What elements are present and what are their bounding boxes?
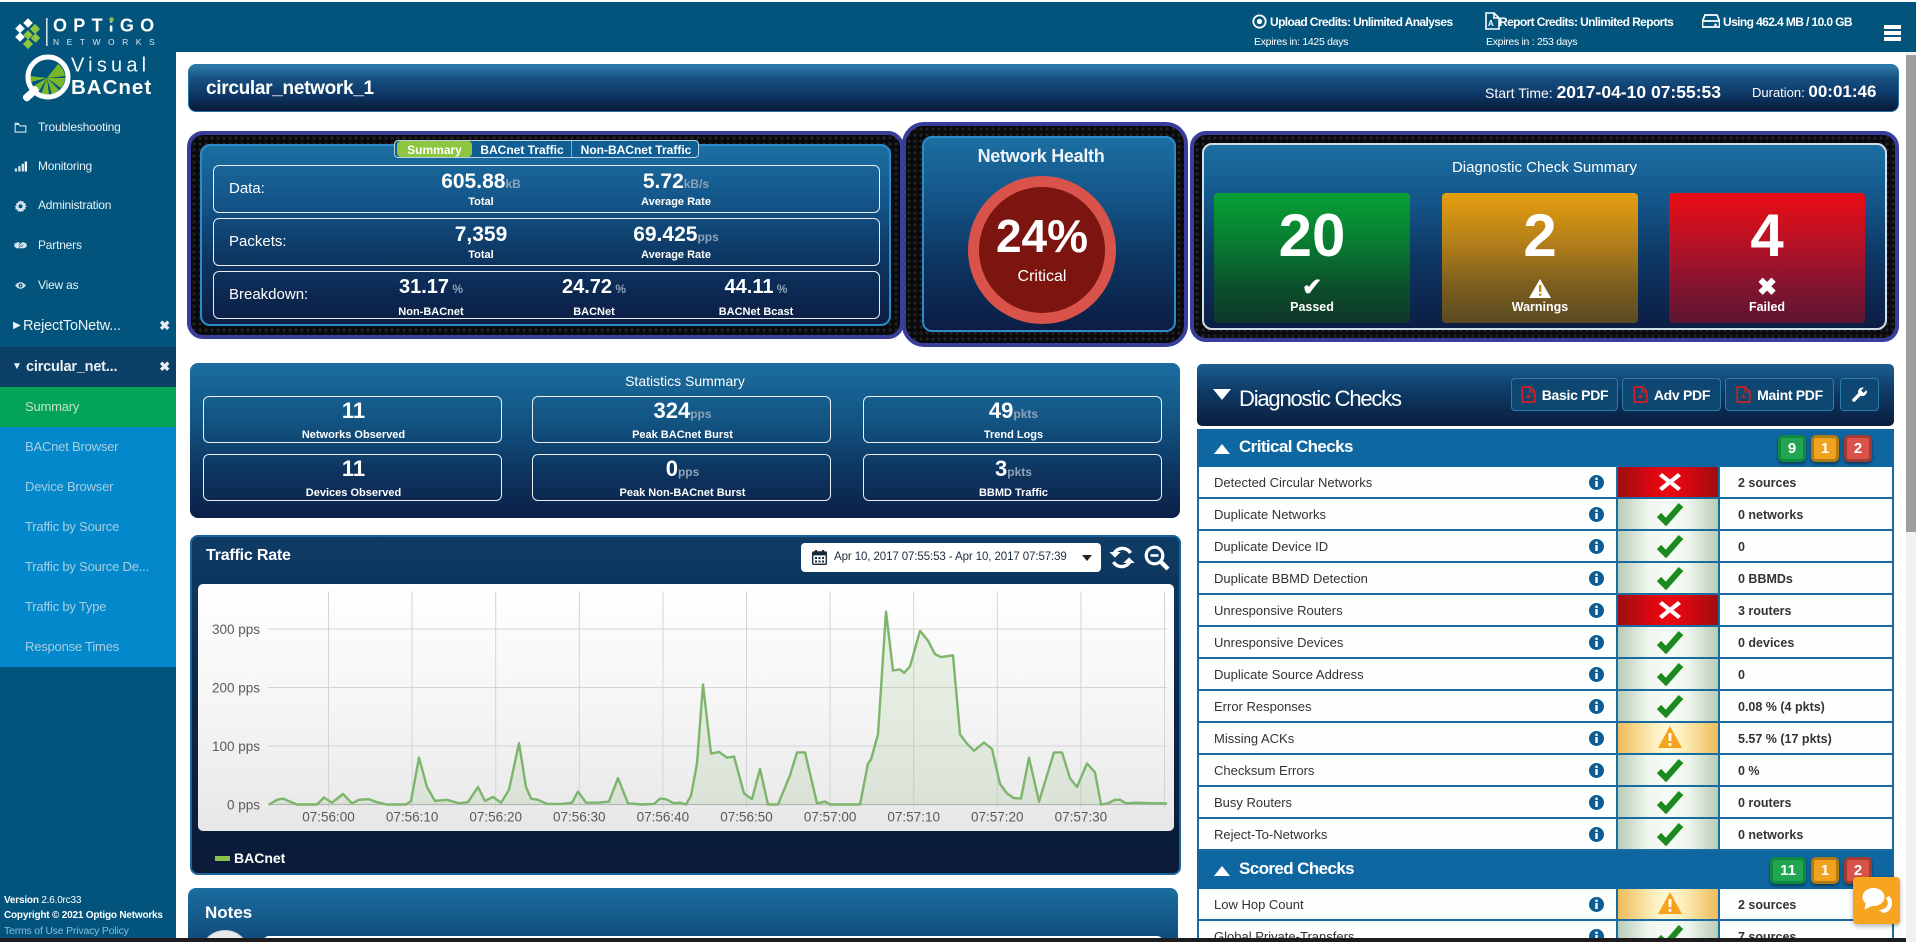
svg-text:100 pps: 100 pps [212, 739, 260, 754]
svg-text:0 pps: 0 pps [227, 798, 260, 813]
svg-text:07:56:00: 07:56:00 [302, 810, 355, 825]
svg-text:BACnet: BACnet [71, 76, 152, 99]
svg-text:NETWORKS: NETWORKS [53, 37, 162, 47]
svg-text:200 pps: 200 pps [212, 681, 260, 696]
svg-text:07:56:10: 07:56:10 [386, 810, 439, 825]
svg-text:Visual: Visual [71, 55, 150, 77]
svg-text:07:57:30: 07:57:30 [1055, 810, 1108, 825]
svg-text:300 pps: 300 pps [212, 622, 260, 637]
svg-text:07:56:20: 07:56:20 [469, 810, 522, 825]
svg-text:07:57:00: 07:57:00 [804, 810, 857, 825]
svg-text:A: A [1488, 19, 1494, 28]
svg-text:07:57:10: 07:57:10 [887, 810, 940, 825]
svg-text:07:56:30: 07:56:30 [553, 810, 606, 825]
svg-text:07:56:40: 07:56:40 [637, 810, 690, 825]
svg-text:07:57:20: 07:57:20 [971, 810, 1024, 825]
svg-text:OPTiGO: OPTiGO [53, 16, 160, 36]
svg-text:07:56:50: 07:56:50 [720, 810, 773, 825]
